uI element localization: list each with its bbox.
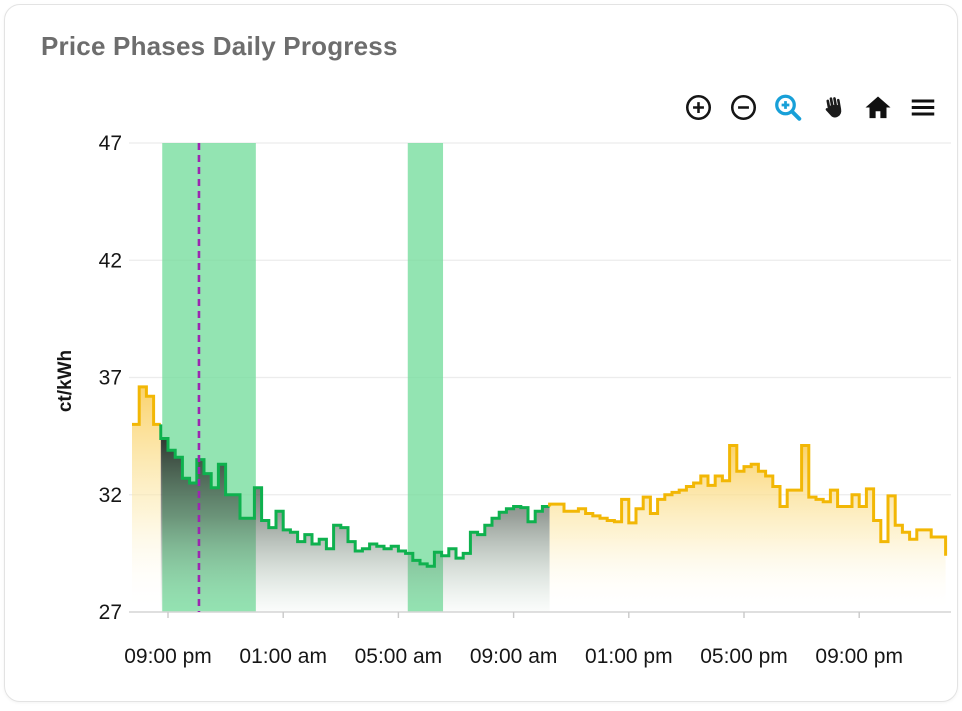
normal-price-phase-line <box>132 385 161 426</box>
x-tick-label: 05:00 pm <box>700 645 788 668</box>
chart-card: Price Phases Daily Progress <box>4 4 958 702</box>
x-tick-label: 09:00 am <box>470 645 558 668</box>
x-tick-label: 05:00 am <box>355 645 443 668</box>
normal-price-phase-line <box>548 444 948 556</box>
low-price-phase-area <box>160 438 550 612</box>
circle-plus-icon <box>685 94 711 120</box>
reset-view-button[interactable] <box>860 89 896 125</box>
zoom-out-button[interactable] <box>725 89 761 125</box>
y-tick-label: 42 <box>99 249 122 272</box>
highlight-band <box>407 143 444 612</box>
x-tick-label: 01:00 pm <box>585 645 673 668</box>
y-tick-label: 37 <box>99 367 122 390</box>
zoom-in-button[interactable] <box>680 89 716 125</box>
box-zoom-button[interactable] <box>770 89 806 125</box>
y-axis-title: ct/kWh <box>55 350 76 412</box>
y-tick-label: 32 <box>99 484 122 507</box>
y-tick-label: 27 <box>99 601 122 624</box>
hand-icon <box>825 96 841 117</box>
y-tick-label: 47 <box>99 132 122 155</box>
low-price-phase-line <box>159 424 550 568</box>
circle-minus-icon <box>730 94 756 120</box>
menu-button[interactable] <box>905 89 941 125</box>
hamburger-icon <box>911 99 935 115</box>
chart-toolbar <box>680 89 941 125</box>
price-chart-canvas[interactable]: 09:00 pm 01:00 am 05:00 am 09:00 am 01:00 pm… <box>5 5 962 711</box>
normal-price-phase-area <box>132 386 161 612</box>
home-icon <box>865 96 891 118</box>
normal-price-phase-area <box>549 445 946 612</box>
pan-button[interactable] <box>815 89 851 125</box>
x-tick-label: 09:00 pm <box>815 645 903 668</box>
x-tick-label: 01:00 am <box>239 645 327 668</box>
x-tick-label: 09:00 pm <box>124 645 212 668</box>
magnifier-plus-icon <box>775 94 802 121</box>
chart-title: Price Phases Daily Progress <box>41 31 398 61</box>
